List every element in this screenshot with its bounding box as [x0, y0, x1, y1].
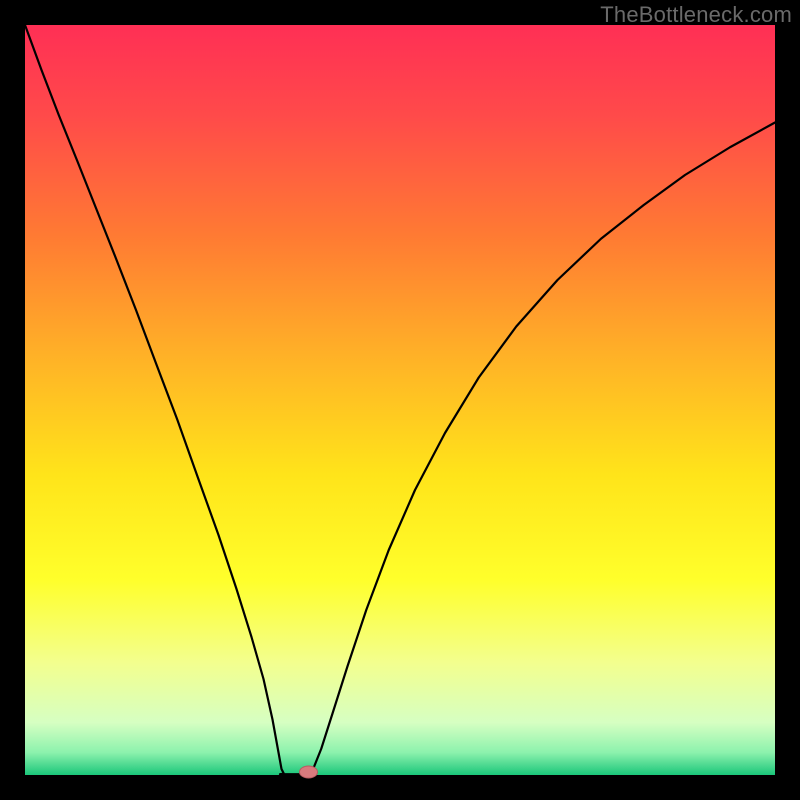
watermark-text: TheBottleneck.com — [600, 2, 792, 28]
plot-background — [25, 25, 775, 775]
bottleneck-chart — [0, 0, 800, 800]
chart-container: TheBottleneck.com — [0, 0, 800, 800]
minimum-marker — [300, 766, 318, 778]
